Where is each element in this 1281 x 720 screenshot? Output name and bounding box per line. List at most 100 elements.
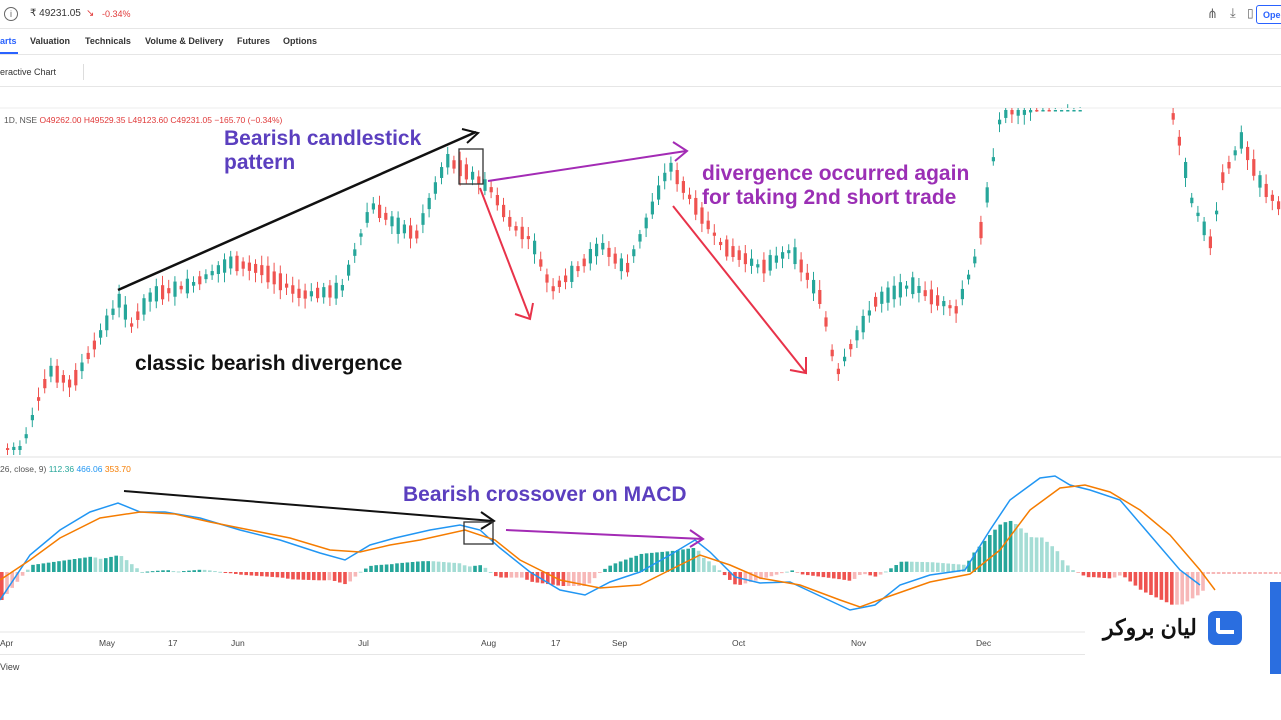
histogram-bar (431, 561, 436, 572)
histogram-bar (826, 572, 831, 578)
tab-technicals[interactable]: Technicals (85, 36, 131, 46)
candle (731, 246, 735, 258)
candle (1029, 110, 1033, 113)
divergence-arrow-2 (487, 150, 687, 182)
info-icon[interactable]: i (4, 7, 18, 21)
histogram-bar (306, 572, 311, 580)
x-axis-label: Sep (612, 638, 628, 648)
candle (514, 226, 518, 231)
candle (204, 274, 208, 280)
histogram-bar (774, 572, 779, 575)
candle (43, 378, 47, 389)
histogram-bar (166, 570, 170, 572)
histogram-bar (1133, 572, 1138, 586)
histogram-bar (93, 557, 98, 572)
candle (359, 233, 363, 237)
histogram-bar (286, 572, 290, 579)
candle (483, 179, 487, 191)
arrowhead (789, 357, 807, 375)
hist-value: 353.70 (104, 464, 131, 474)
candle (1215, 210, 1219, 215)
tab-futures[interactable]: Futures (237, 36, 271, 46)
interactive-chart-label[interactable]: eractive Chart (0, 67, 57, 77)
candle (198, 276, 202, 285)
histogram-bar (119, 556, 124, 572)
tab-options[interactable]: Options (283, 36, 317, 46)
histogram-bar (1164, 572, 1169, 603)
histogram-bar (816, 572, 820, 577)
down-arrow-2 (672, 205, 807, 374)
histogram-bar (468, 566, 472, 572)
candle (1270, 194, 1274, 201)
histogram-bar (800, 572, 805, 575)
histogram-bar (114, 555, 118, 572)
candle (123, 304, 127, 320)
histogram-bar (478, 565, 482, 572)
download-icon[interactable]: ⤓ (1230, 5, 1236, 20)
tab-charts[interactable]: arts (0, 36, 17, 46)
candle (818, 289, 822, 305)
histogram-bar (670, 550, 675, 572)
candle (805, 272, 809, 280)
candle (1010, 110, 1014, 115)
candle (340, 284, 344, 291)
histogram-bar (1211, 572, 1216, 574)
candle (378, 204, 382, 218)
share-icon[interactable]: ⋔ (1207, 6, 1218, 21)
candle (861, 315, 865, 333)
histogram-bar (41, 563, 46, 572)
histogram-bar (317, 572, 321, 581)
candle (750, 258, 754, 266)
histogram-bar (176, 571, 181, 573)
x-axis-label: Jul (358, 638, 369, 648)
tab-volume-delivery[interactable]: Volume & Delivery (145, 36, 224, 46)
histogram-bar (161, 570, 165, 572)
candle (929, 289, 933, 305)
histogram-bar (936, 562, 940, 572)
candle (6, 448, 10, 450)
tab-valuation[interactable]: Valuation (30, 36, 71, 46)
candle (1004, 110, 1008, 118)
candle (880, 291, 884, 304)
x-axis-label: Aug (481, 638, 497, 648)
histogram-bar (57, 561, 61, 572)
histogram-bar (904, 561, 909, 572)
open-button[interactable]: Ope (1256, 5, 1281, 24)
histogram-bar (951, 563, 956, 572)
histogram-bar (462, 565, 467, 572)
candle (545, 274, 549, 283)
histogram-bar (338, 572, 342, 583)
histogram-bar (1102, 572, 1106, 578)
histogram-bar (1123, 572, 1127, 578)
bookmark-icon[interactable]: ▯ (1247, 6, 1254, 20)
macd-histogram (0, 520, 1281, 605)
candle (1221, 172, 1225, 183)
histogram-bar (1076, 572, 1080, 573)
histogram-bar (265, 572, 269, 577)
histogram-bar (988, 535, 992, 572)
histogram-bar (634, 555, 638, 572)
candle (1264, 183, 1268, 198)
histogram-bar (702, 557, 706, 572)
candle (1184, 161, 1188, 179)
histogram-bar (998, 524, 1002, 572)
histogram-bar (676, 550, 680, 572)
histogram-bar (733, 572, 737, 585)
candle (235, 255, 239, 272)
histogram-bar (275, 572, 280, 578)
candle (427, 197, 431, 210)
histogram-bar (764, 572, 768, 578)
candle (743, 253, 747, 265)
histogram-bar (780, 572, 784, 574)
active-tab-underline (0, 52, 18, 54)
candle-pattern-box (458, 148, 484, 185)
histogram-bar (447, 562, 451, 572)
candle (477, 176, 481, 185)
histogram-bar (488, 571, 493, 573)
histogram-bar (301, 572, 306, 580)
histogram-bar (572, 572, 576, 586)
histogram-bar (1029, 537, 1034, 572)
histogram-bar (312, 572, 316, 581)
candle (303, 290, 307, 299)
